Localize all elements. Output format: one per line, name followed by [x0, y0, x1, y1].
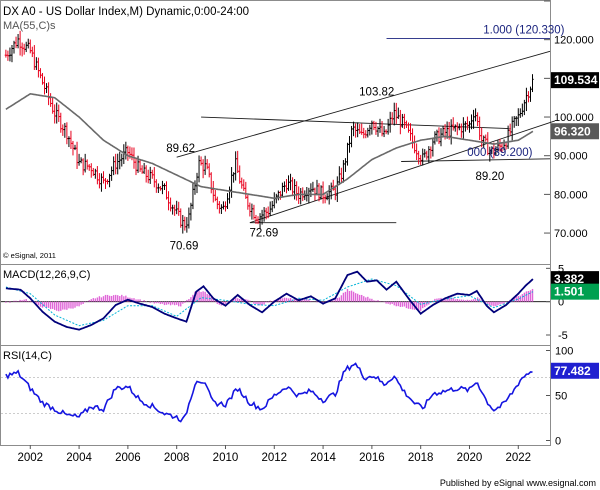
- price-y-tick-label: 120.000: [554, 35, 594, 47]
- macd-line: [5, 270, 534, 331]
- x-axis-tick-label: 2006: [115, 452, 141, 464]
- price-bar: [531, 74, 534, 93]
- rsi-y-tick-label: 100: [555, 346, 573, 358]
- trendline: [176, 50, 551, 158]
- price-annotation: 72.69: [249, 228, 278, 240]
- signal-current-badge: 1.501: [554, 285, 584, 299]
- macd-y-tick-label: 5: [558, 263, 564, 275]
- rsi-y-tick-label: 0: [555, 436, 561, 448]
- rsi-panel: [1, 362, 550, 423]
- price-annotations: 103.82 89.62 70.69 72.69 89.20 1.000 (120.330…: [166, 24, 564, 252]
- ma-current-badge: 96.320: [554, 124, 591, 138]
- x-axis-tick-label: 2018: [408, 452, 434, 464]
- x-axis-tick-label: 2022: [505, 452, 531, 464]
- x-axis-tick-label: 2016: [359, 452, 385, 464]
- price-annotation: 1.000 (120.330): [483, 24, 564, 36]
- price-annotation: 000 (89.200): [467, 147, 532, 159]
- macd-title: MACD(12,26,9,C): [3, 269, 90, 281]
- macd-y-tick-label: -5: [558, 330, 568, 342]
- trendline: [249, 120, 556, 224]
- x-axis-labels: 2002 2004 2006 2008 2010 2012 2014 2016 2018 2020…: [17, 445, 531, 464]
- x-axis-tick-label: 2014: [310, 452, 336, 464]
- price-current-badge-bg: [551, 72, 599, 89]
- price-annotation: 89.20: [475, 171, 504, 183]
- copyright-label: © eSignal, 2011: [3, 251, 56, 260]
- rsi-y-tick-label: 50: [555, 391, 567, 403]
- price-y-tick-label: 100.000: [554, 112, 594, 124]
- price-annotation: 70.69: [170, 240, 199, 252]
- x-axis-tick-label: 2010: [213, 452, 239, 464]
- x-axis-tick-label: 2012: [261, 452, 287, 464]
- price-bars: [4, 30, 534, 234]
- macd-panel: [1, 270, 550, 331]
- price-y-tick-label: 90.000: [554, 151, 588, 163]
- price-y-tick-label: 80.000: [554, 189, 588, 201]
- trendline: [401, 158, 551, 162]
- rsi-title: RSI(14,C): [3, 350, 52, 362]
- x-axis-tick-label: 2008: [164, 452, 190, 464]
- rsi-current-badge: 77.482: [554, 364, 591, 378]
- macd-current-badge-bg: [551, 271, 599, 288]
- macd-current-badge: 3.382: [554, 272, 584, 286]
- ma-current-badge-bg: [551, 123, 599, 140]
- publisher-footer: Published by eSignal www.esignal.com: [440, 478, 596, 488]
- price-annotation: 103.82: [359, 86, 394, 98]
- macd-y-tick-label: 0: [558, 297, 564, 309]
- chart-title: DX A0 - US Dollar Index,M) Dynamic,0:00-…: [3, 6, 249, 18]
- ma-label: MA(55,C)s: [3, 20, 56, 32]
- x-axis-tick-label: 2020: [457, 452, 483, 464]
- signal-current-badge-bg: [551, 283, 599, 300]
- rsi-line: [5, 362, 533, 423]
- price-y-tick-label: 70.000: [554, 228, 588, 240]
- x-axis-tick-label: 2004: [66, 452, 92, 464]
- price-annotation: 89.62: [166, 143, 195, 155]
- rsi-panel-frame: [0, 345, 551, 446]
- price-current-badge: 109.534: [554, 73, 598, 87]
- moving-average-line: [5, 92, 534, 200]
- moving-average-line-group: [5, 92, 534, 200]
- rsi-current-badge-bg: [551, 362, 599, 379]
- x-axis-tick-label: 2002: [17, 452, 43, 464]
- price-gridlines: [544, 0, 550, 234]
